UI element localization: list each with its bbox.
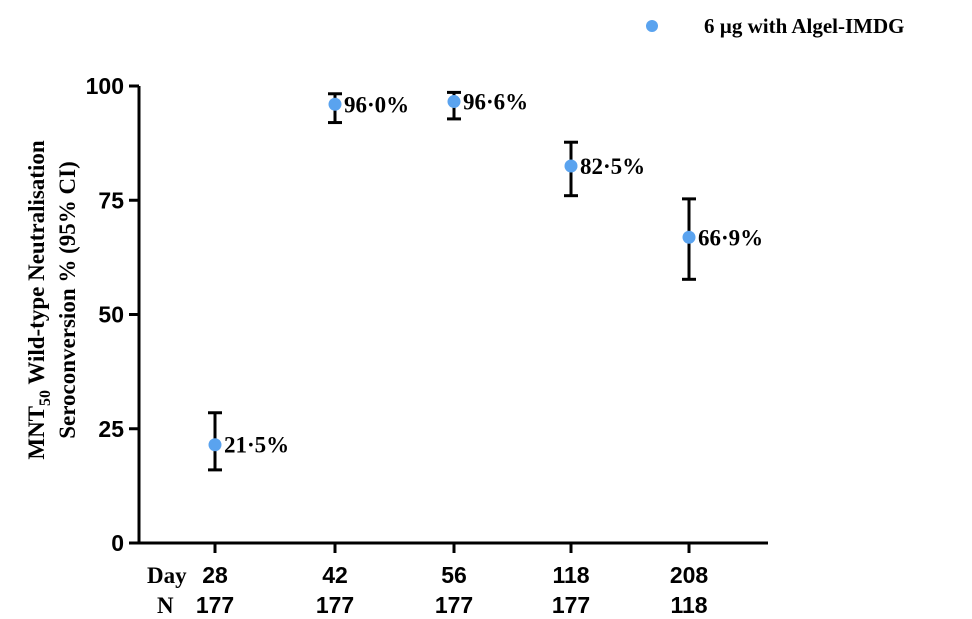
data-label: 96·0% <box>344 92 409 117</box>
n-value-label: 177 <box>316 592 354 618</box>
n-value-label: 177 <box>196 592 234 618</box>
y-tick-label: 75 <box>98 187 124 213</box>
y-tick-label: 0 <box>111 530 124 556</box>
y-axis-title-line1: MNT50 Wild-type Neutralisation <box>24 140 54 459</box>
data-label: 96·6% <box>463 90 528 115</box>
row-label-day: Day <box>147 563 187 588</box>
legend-marker <box>646 20 658 32</box>
data-point <box>682 230 696 244</box>
data-label: 82·5% <box>580 154 645 179</box>
data-point <box>564 159 578 173</box>
y-axis-title: MNT50 Wild-type Neutralisation Seroconve… <box>24 140 80 459</box>
n-value-label: 177 <box>435 592 473 618</box>
legend: 6 µg with Algel-IMDG <box>646 14 905 38</box>
y-axis-title-subscript: 50 <box>37 390 54 406</box>
x-tick-label: 56 <box>441 562 467 588</box>
row-label-n: N <box>157 593 174 618</box>
data-point <box>208 438 222 452</box>
y-tick-label: 100 <box>86 73 124 99</box>
y-axis-title-line2: Seroconversion % (95% CI) <box>55 161 80 438</box>
x-tick-label: 118 <box>552 562 589 588</box>
data-point <box>328 97 342 111</box>
legend-label: 6 µg with Algel-IMDG <box>704 14 905 38</box>
x-tick-label: 42 <box>322 562 348 588</box>
n-value-label: 118 <box>670 592 707 618</box>
y-axis-title-rest: Wild-type Neutralisation <box>24 140 49 390</box>
data-points: 21·5% 96·0% 96·6% 82·5% 66·9% <box>208 90 763 472</box>
data-point <box>447 95 461 109</box>
x-axis-ticks: 28 177 42 177 56 177 118 177 208 118 <box>196 543 709 618</box>
y-tick-label: 50 <box>98 302 124 328</box>
y-axis-title-main: MNT <box>24 406 49 460</box>
y-axis-ticks: 0 25 50 75 100 <box>86 73 139 556</box>
n-value-label: 177 <box>552 592 590 618</box>
y-tick-label: 25 <box>98 416 124 442</box>
data-label: 66·9% <box>698 225 763 250</box>
data-label: 21·5% <box>224 433 289 458</box>
x-tick-label: 208 <box>670 562 709 588</box>
x-tick-label: 28 <box>202 562 228 588</box>
